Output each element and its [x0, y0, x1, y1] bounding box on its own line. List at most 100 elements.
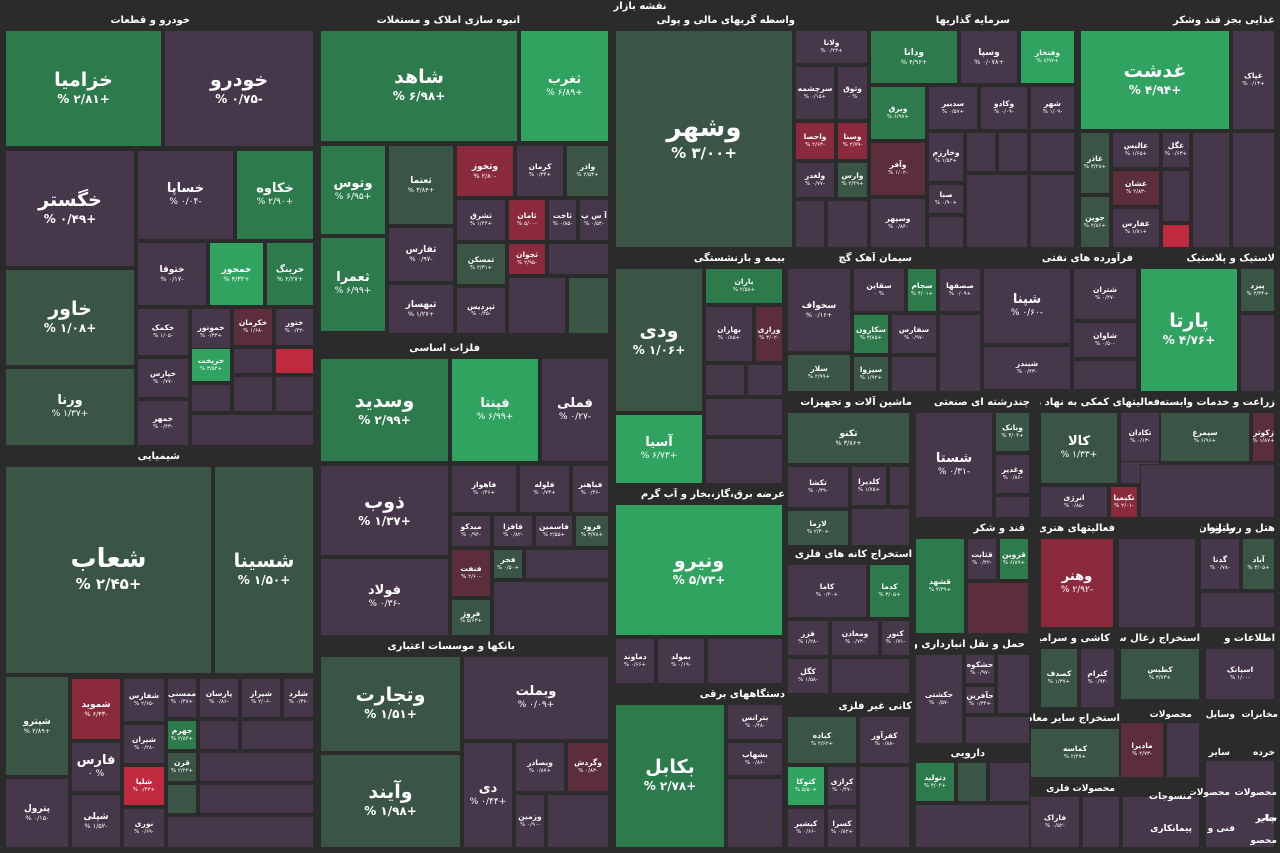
- stock-tile[interactable]: [525, 549, 609, 579]
- stock-tile[interactable]: ثفارس -۰/۹۷ %: [388, 227, 454, 282]
- stock-tile[interactable]: [1082, 796, 1120, 848]
- stock-tile[interactable]: آباد +۳/۰۵ %: [1242, 538, 1275, 590]
- stock-tile[interactable]: شلیا +۰/۴۳ %: [123, 766, 165, 806]
- stock-tile[interactable]: کاما +۰/۲۰ %: [787, 564, 867, 618]
- stock-tile[interactable]: ممسنی +۰/۴۷ %: [167, 678, 197, 718]
- stock-tile[interactable]: نوری -۰/۶۹ %: [123, 808, 165, 848]
- stock-tile[interactable]: کباده +۲/۶۲ %: [787, 716, 857, 764]
- stock-tile[interactable]: خکاوه +۲/۹۰ %: [236, 150, 314, 240]
- stock-tile[interactable]: شلرد -۰/۳۶ %: [283, 678, 314, 718]
- stock-tile[interactable]: وثخوز -۲/۸۰ %: [456, 145, 514, 197]
- stock-tile[interactable]: وهنر -۲/۹۲ %: [1040, 538, 1114, 628]
- stock-tile[interactable]: شهر -۱/۰۹ %: [1030, 86, 1075, 130]
- stock-tile[interactable]: آسیا +۶/۷۳ %: [615, 414, 703, 484]
- stock-tile[interactable]: ختوقا -۰/۱۷ %: [137, 242, 207, 306]
- stock-tile[interactable]: وبملت +۰/۰۹ %: [463, 656, 609, 740]
- stock-tile[interactable]: [241, 720, 314, 750]
- stock-tile[interactable]: شبندر -۰/۴۳ %: [983, 346, 1071, 390]
- stock-tile[interactable]: تکیمیا -۲/۰۱ %: [1110, 486, 1138, 518]
- stock-tile[interactable]: سجام +۴/۰۱ %: [907, 268, 937, 312]
- stock-tile[interactable]: [1162, 170, 1190, 222]
- stock-tile[interactable]: صبا +۰/۹۰ %: [928, 184, 964, 214]
- stock-tile[interactable]: سقاین% ۰: [853, 268, 905, 312]
- stock-tile[interactable]: ثعمرا +۶/۹۹ %: [320, 237, 386, 332]
- stock-tile[interactable]: تکشا -۰/۳۹ %: [787, 466, 849, 508]
- stock-tile[interactable]: وکادو -۰/۰۹ %: [980, 86, 1028, 130]
- stock-tile[interactable]: [727, 778, 783, 848]
- stock-tile[interactable]: [889, 466, 910, 506]
- stock-tile[interactable]: سکارون +۳/۸۵ %: [853, 314, 889, 354]
- stock-tile[interactable]: کدما +۳/۰۵ %: [869, 564, 910, 618]
- stock-tile[interactable]: [199, 752, 314, 782]
- stock-tile[interactable]: قزوین +۶/۸۹ %: [999, 538, 1029, 580]
- stock-tile[interactable]: کفرآور -۰/۸۸ %: [859, 716, 910, 764]
- stock-tile[interactable]: پارسان -۰/۸۶ %: [199, 678, 239, 718]
- stock-tile[interactable]: فملی -۰/۲۷ %: [541, 358, 609, 462]
- stock-tile[interactable]: شپنا -۰/۶۰ %: [983, 268, 1071, 344]
- stock-tile[interactable]: [1122, 796, 1200, 848]
- stock-tile[interactable]: ثغرب +۶/۸۹ %: [520, 30, 609, 142]
- stock-tile[interactable]: آ س پ -۰/۵۴ %: [579, 199, 609, 241]
- stock-tile[interactable]: خودرو -۰/۷۵ %: [164, 30, 314, 147]
- stock-tile[interactable]: [233, 348, 273, 374]
- stock-tile[interactable]: [891, 356, 937, 392]
- stock-tile[interactable]: ثعتما +۳/۸۴ %: [388, 145, 454, 225]
- stock-tile[interactable]: [957, 762, 987, 802]
- stock-tile[interactable]: غفارس +۱/۸۱ %: [1112, 208, 1160, 248]
- stock-tile[interactable]: بترانس -۰/۴۸ %: [727, 704, 783, 740]
- stock-tile[interactable]: وسپهر -۰/۸۴ %: [870, 198, 926, 248]
- stock-tile[interactable]: [965, 716, 1030, 744]
- stock-tile[interactable]: وفتخار +۶/۹۷ %: [1020, 30, 1075, 84]
- stock-tile[interactable]: وگردش -۰/۸۳ %: [567, 742, 609, 792]
- stock-tile[interactable]: فنفت -۲/۶۰ %: [451, 549, 491, 597]
- stock-tile[interactable]: [167, 784, 197, 814]
- stock-tile[interactable]: شستا -۰/۳۱ %: [915, 412, 993, 518]
- stock-tile[interactable]: فاراک -۰/۵۲ %: [1030, 796, 1080, 848]
- stock-tile[interactable]: ماديرا -۲/۷۳ %: [1120, 722, 1164, 778]
- stock-tile[interactable]: [795, 200, 825, 248]
- stock-tile[interactable]: شفارس -۲/۶۵ %: [123, 678, 165, 722]
- stock-tile[interactable]: [966, 174, 1028, 248]
- stock-tile[interactable]: خرینگ +۲/۲۷ %: [266, 242, 314, 306]
- stock-tile[interactable]: [508, 277, 566, 334]
- stock-tile[interactable]: [1140, 464, 1275, 518]
- stock-tile[interactable]: کالا +۱/۳۳ %: [1040, 412, 1118, 484]
- stock-tile[interactable]: ولانا +۰/۴۳ %: [795, 30, 868, 64]
- stock-tile[interactable]: فرود +۳/۷۸ %: [575, 515, 609, 547]
- stock-tile[interactable]: کگل -۱/۵۸ %: [787, 658, 829, 694]
- stock-tile[interactable]: شعاب +۲/۴۵ %: [5, 466, 212, 674]
- stock-tile[interactable]: شیران -۰/۲۸ %: [123, 724, 165, 764]
- stock-tile[interactable]: ثمسکن +۲/۳۱ %: [456, 243, 506, 285]
- stock-tile[interactable]: غپاک +۰/۱۳ %: [1232, 30, 1275, 130]
- stock-tile[interactable]: فروژ +۵/۶۳ %: [451, 599, 491, 636]
- stock-tile[interactable]: ثامان -۵/۰۰ %: [508, 199, 546, 241]
- stock-tile[interactable]: [998, 132, 1028, 172]
- stock-tile[interactable]: شموید -۶/۴۳ %: [71, 678, 121, 740]
- stock-tile[interactable]: سرچشمه +۰/۱۵ %: [795, 66, 835, 120]
- stock-tile[interactable]: ثشرق +۱/۴۴ %: [456, 199, 506, 241]
- stock-tile[interactable]: میدکو -۰/۹۴ %: [451, 515, 491, 547]
- stock-tile[interactable]: [1240, 314, 1275, 392]
- stock-tile[interactable]: کطبس +۳/۷۳ %: [1120, 648, 1200, 700]
- stock-tile[interactable]: زکوثر +۱/۸۷ %: [1252, 412, 1275, 462]
- stock-tile[interactable]: ودی +۱/۰۶ %: [615, 268, 703, 412]
- stock-tile[interactable]: [705, 364, 745, 396]
- stock-tile[interactable]: کماسه +۲/۲۷ %: [1030, 728, 1120, 778]
- stock-tile[interactable]: وتوس +۶/۹۵ %: [320, 145, 386, 235]
- stock-tile[interactable]: کلدیرا +۱/۷۵ %: [851, 466, 887, 506]
- stock-tile[interactable]: ومعادن -۰/۷۴ %: [831, 620, 879, 656]
- stock-tile[interactable]: وتجارت +۱/۵۱ %: [320, 656, 461, 752]
- stock-tile[interactable]: خگستر +۰/۴۹ %: [5, 150, 135, 267]
- stock-tile[interactable]: [233, 376, 273, 412]
- stock-tile[interactable]: ذوب +۱/۳۷ %: [320, 465, 449, 556]
- stock-tile[interactable]: [827, 200, 868, 248]
- stock-tile[interactable]: وغدیر -۰/۸۶ %: [995, 454, 1030, 494]
- stock-tile[interactable]: کتوکا +۵/۵۰ %: [787, 766, 825, 806]
- stock-tile[interactable]: ثاخت -۰/۸۵ %: [548, 199, 577, 241]
- stock-tile[interactable]: فافزا -۰/۸۲ %: [493, 515, 533, 547]
- stock-tile[interactable]: [199, 720, 239, 750]
- stock-tile[interactable]: شتران -۰/۴۷ %: [1073, 268, 1137, 320]
- stock-tile[interactable]: شپلی -۱/۵۲ %: [71, 794, 121, 848]
- stock-tile[interactable]: وسپا +۰/۰۷۸ %: [960, 30, 1018, 84]
- stock-tile[interactable]: [851, 508, 910, 546]
